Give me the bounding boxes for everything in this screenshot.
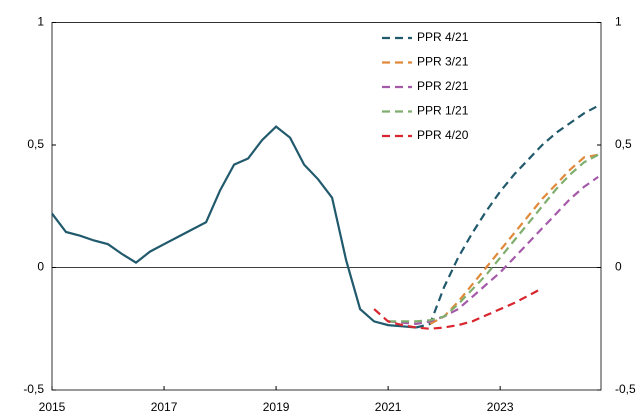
x-tick-label: 2019: [263, 400, 290, 414]
y-tick-label: 0: [37, 260, 44, 274]
y2-tick-label: -0,5: [615, 382, 636, 396]
y-tick-label: 1: [37, 15, 44, 29]
y-tick-label: 0,5: [27, 137, 44, 151]
x-tick-label: 2021: [375, 400, 402, 414]
x-tick-label: 2017: [151, 400, 178, 414]
series-line: [388, 153, 599, 323]
y-tick-label: -0,5: [23, 382, 44, 396]
legend-label: PPR 1/21: [417, 104, 469, 118]
plot-frame: [51, 22, 602, 391]
legend-label: PPR 2/21: [417, 79, 469, 93]
y2-tick-label: 1: [615, 15, 622, 29]
x-tick-label: 2015: [39, 400, 66, 414]
series-line: [388, 175, 599, 326]
series-line: [415, 104, 599, 329]
series-line: [373, 287, 543, 330]
x-tick-label: 2023: [487, 400, 514, 414]
series-line: [51, 125, 417, 329]
y2-tick-label: 0,5: [615, 137, 632, 151]
legend-label: PPR 3/21: [417, 55, 469, 69]
series-line: [429, 153, 599, 325]
y2-tick-label: 0: [615, 260, 622, 274]
legend-label: PPR 4/20: [417, 128, 469, 142]
legend-label: PPR 4/21: [417, 30, 469, 44]
